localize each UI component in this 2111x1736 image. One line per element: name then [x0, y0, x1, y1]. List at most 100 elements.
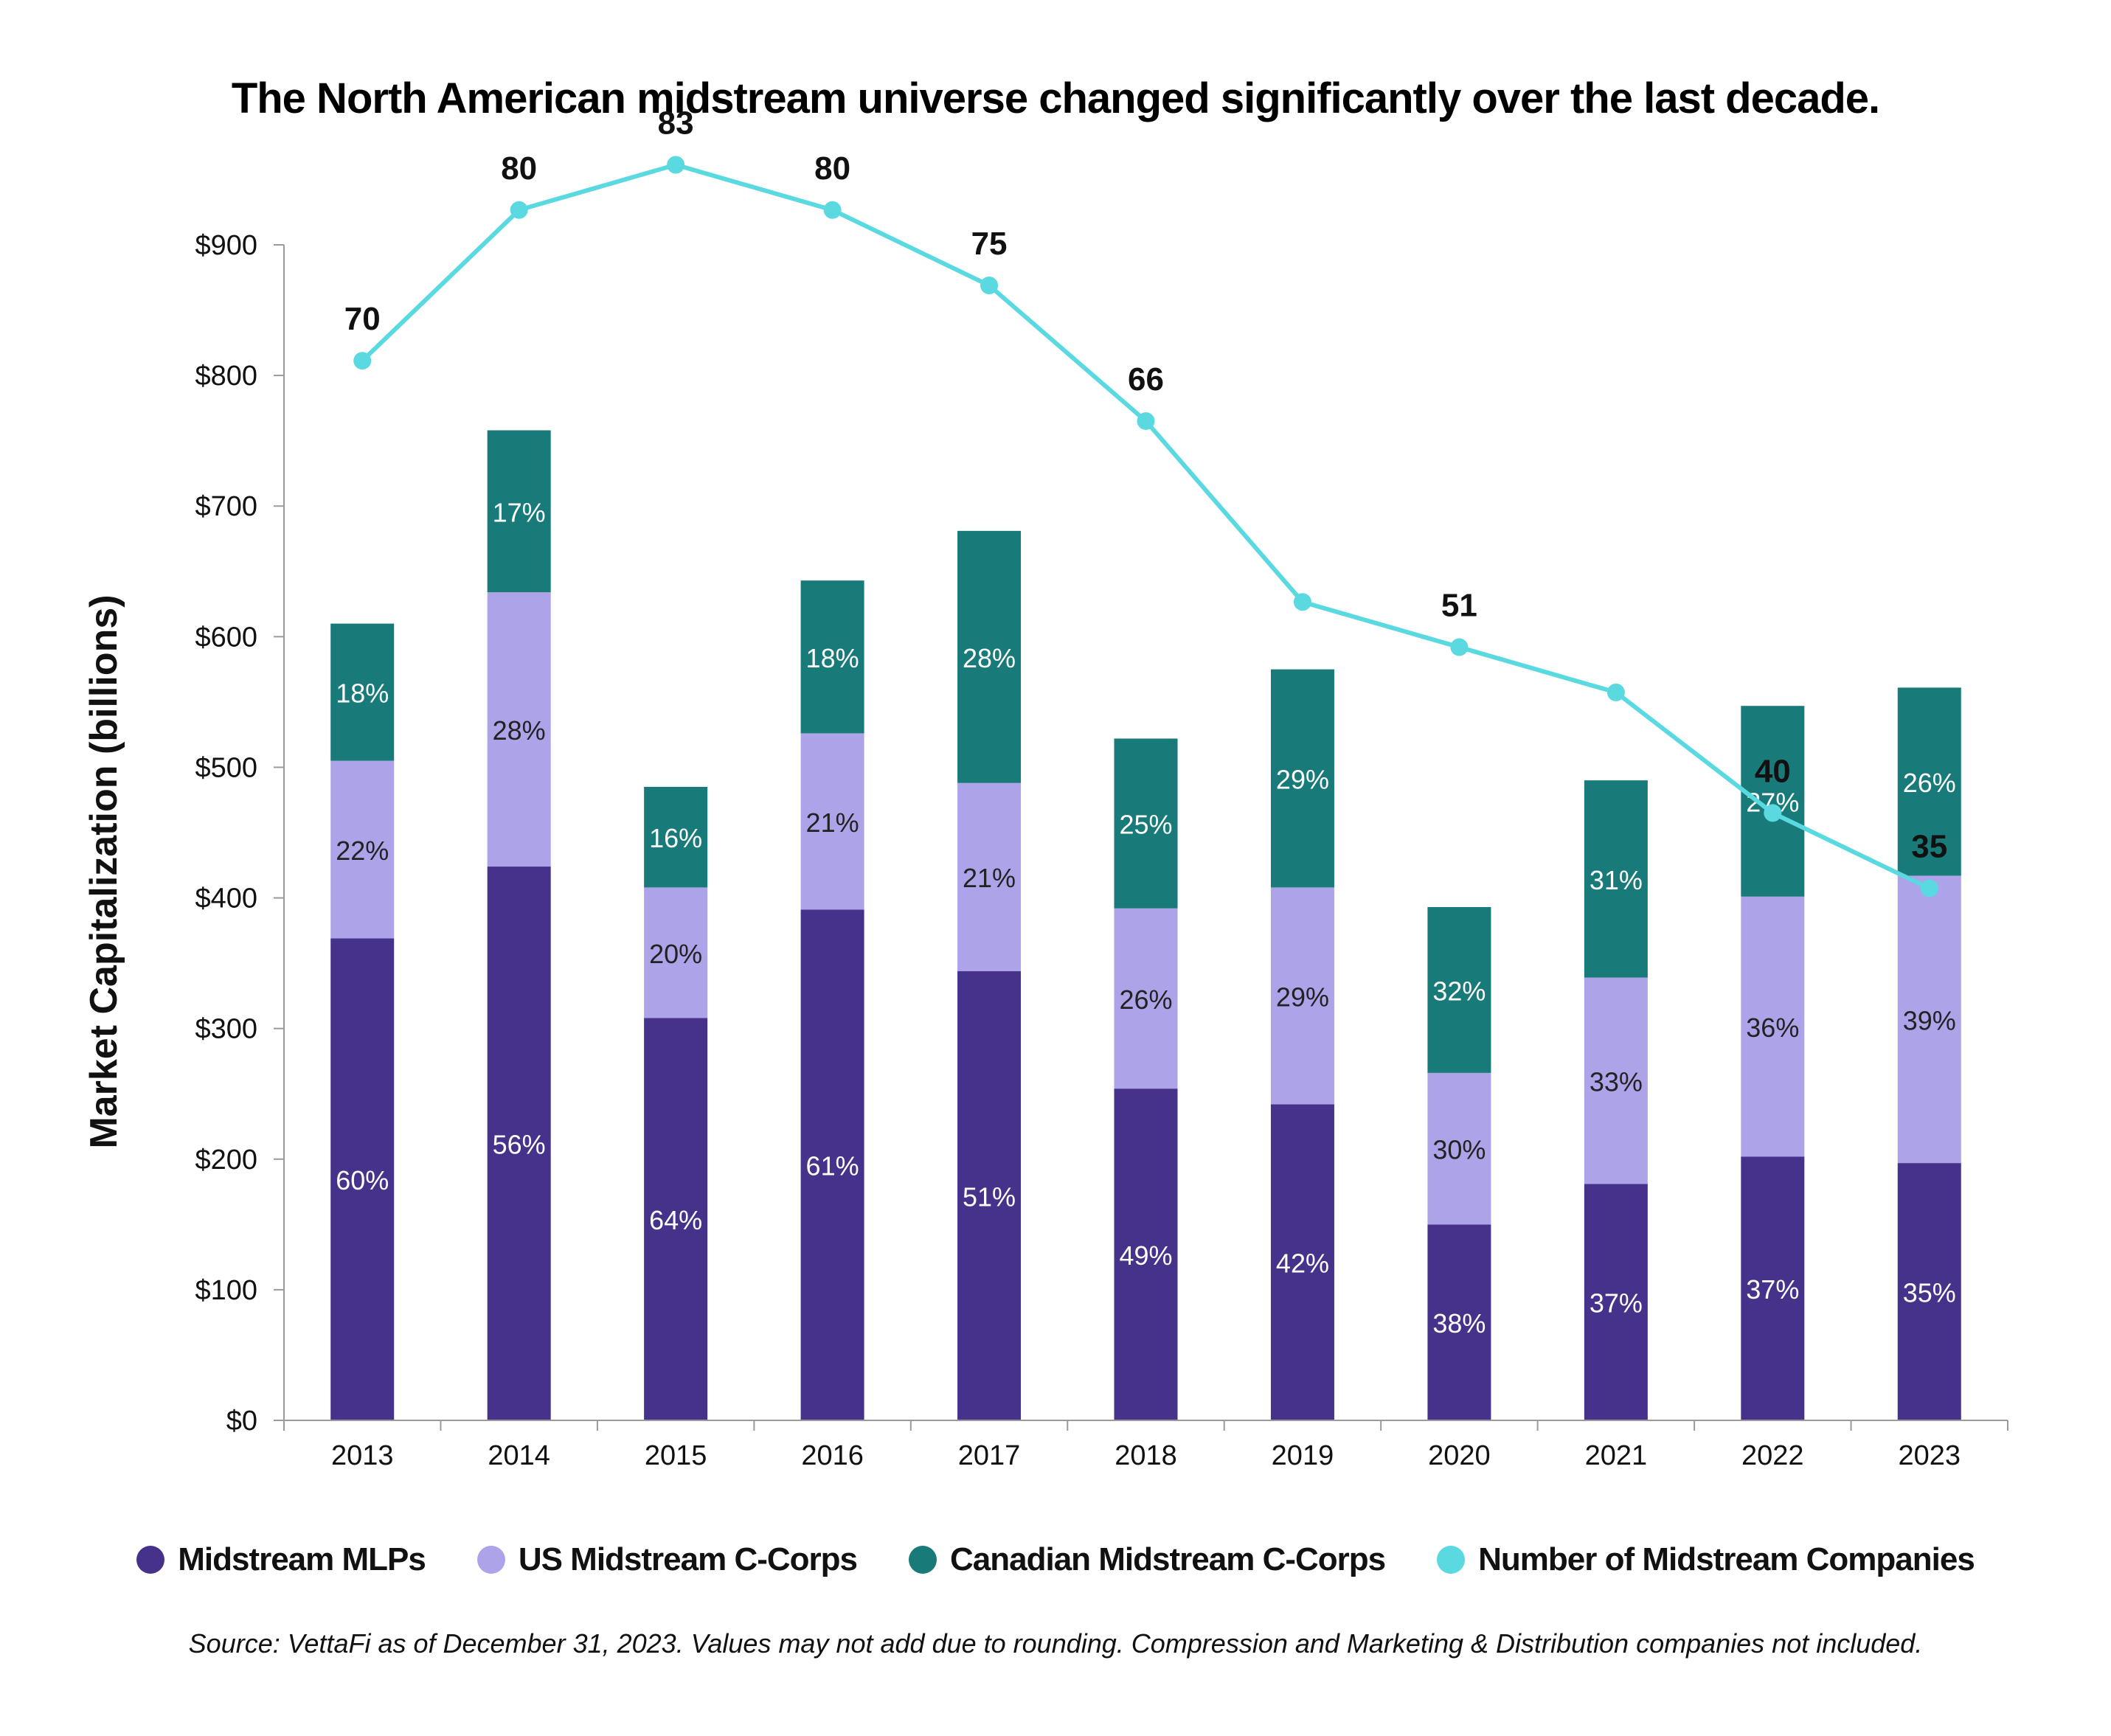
bar-segment-label: 25%: [1119, 810, 1172, 840]
y-axis: $0 $100 $200 $300 $400 $500 $600 $700 $800 $900: [195, 230, 285, 1437]
bar-segment: [487, 867, 551, 1420]
bar-segment: [644, 787, 708, 888]
bar-segment: [1584, 1184, 1648, 1420]
legend-item-us-ccorps: US Midstream C-Corps: [476, 1541, 858, 1578]
bar-segment: [487, 592, 551, 867]
company-count-label: 70: [344, 301, 381, 337]
bar-segment-label: 26%: [1119, 985, 1172, 1015]
x-tick-label: 2014: [488, 1440, 550, 1471]
company-count-point: [667, 156, 685, 174]
bar-segment: [1584, 780, 1648, 978]
x-tick-label: 2023: [1898, 1440, 1961, 1471]
bar-segment-label: 42%: [1276, 1249, 1329, 1279]
bar-segment-label: 22%: [336, 836, 389, 866]
legend-swatch-canadian-ccorps: [909, 1546, 937, 1574]
legend: Midstream MLPs US Midstream C-Corps Cana…: [0, 1541, 2111, 1578]
x-tick-label: 2021: [1585, 1440, 1648, 1471]
company-count-point: [353, 352, 372, 370]
company-count-label: 35: [1911, 829, 1947, 865]
bar-segment-label: 26%: [1903, 768, 1956, 798]
bar-segment-label: 33%: [1590, 1067, 1643, 1097]
company-count-point: [1920, 879, 1938, 897]
bar-segment: [1427, 1224, 1491, 1420]
legend-item-mlps: Midstream MLPs: [136, 1541, 426, 1578]
bar-segment: [1897, 687, 1961, 876]
x-tick-label: 2022: [1741, 1440, 1804, 1471]
company-count-label: 51: [1441, 588, 1477, 624]
company-count-label: 40: [1755, 753, 1791, 789]
bar-segment-label: 36%: [1746, 1013, 1799, 1043]
bar-segment: [1270, 887, 1334, 1105]
company-count-label: 75: [971, 226, 1008, 262]
company-count-point: [1137, 412, 1155, 430]
bar-segment-label: 32%: [1432, 976, 1486, 1006]
bar-segment: [1741, 896, 1805, 1157]
bar-segment-label: 60%: [336, 1165, 389, 1195]
company-count-point: [823, 201, 842, 219]
y-tick-label: $800: [195, 361, 257, 392]
y-tick-label: $500: [195, 752, 257, 783]
legend-label-mlps: Midstream MLPs: [178, 1541, 426, 1577]
x-tick-label: 2019: [1272, 1440, 1334, 1471]
y-tick-label: $300: [195, 1014, 257, 1045]
bar-segment-label: 29%: [1276, 764, 1329, 794]
bar-segment-label: 18%: [336, 678, 389, 709]
bar-segment-label: 30%: [1432, 1135, 1486, 1165]
bar-segment: [1114, 908, 1178, 1089]
bar-segment: [957, 971, 1022, 1420]
bar-segment: [1741, 706, 1805, 897]
x-tick-label: 2020: [1428, 1440, 1491, 1471]
company-count-label: 54: [1284, 542, 1320, 578]
y-tick-label: $700: [195, 491, 257, 522]
bar-segment-label: 29%: [1276, 982, 1329, 1012]
company-count-label: 80: [501, 150, 537, 187]
bar-segment: [1584, 977, 1648, 1184]
legend-label-company-count: Number of Midstream Companies: [1478, 1541, 1975, 1577]
x-tick-label: 2013: [331, 1440, 394, 1471]
bar-segment: [1270, 1104, 1334, 1420]
legend-label-canadian-ccorps: Canadian Midstream C-Corps: [950, 1541, 1386, 1577]
y-axis-title: Market Capitalization (billions): [83, 594, 125, 1148]
bar-segment: [800, 909, 864, 1420]
bar-segment-label: 35%: [1903, 1278, 1956, 1308]
company-count-label: 48: [1598, 633, 1634, 669]
bar-segment: [800, 580, 864, 734]
bar-segment-label: 31%: [1590, 865, 1643, 895]
bar-segment: [330, 623, 395, 761]
bar-segment-label: 21%: [806, 808, 859, 838]
legend-swatch-us-ccorps: [476, 1546, 505, 1574]
bar-segment: [330, 938, 395, 1420]
company-count-point: [1606, 683, 1625, 701]
bar-segment: [1427, 906, 1491, 1073]
x-tick-label: 2018: [1115, 1440, 1177, 1471]
bar-segment: [1270, 669, 1334, 888]
bar-segment: [1741, 1156, 1805, 1420]
bar-segment-label: 17%: [493, 497, 546, 527]
bar-segment-label: 51%: [963, 1181, 1016, 1212]
legend-item-company-count: Number of Midstream Companies: [1437, 1541, 1975, 1578]
bar-segment-label: 64%: [649, 1205, 702, 1235]
x-tick-label: 2015: [645, 1440, 707, 1471]
chart-title: The North American midstream universe ch…: [231, 74, 1880, 122]
company-count-point: [980, 277, 999, 294]
company-count-point: [1293, 593, 1311, 611]
bar-segment: [957, 782, 1022, 971]
bars-layer: 60% 22% 18% 56% 28% 17% 64% 20% 16% 61% 21% 18% 51% 2…: [330, 430, 1961, 1420]
legend-item-canadian-ccorps: Canadian Midstream C-Corps: [909, 1541, 1386, 1578]
bar-segment: [1897, 1163, 1961, 1420]
bar-segment: [1114, 738, 1178, 909]
bar-segment-label: 61%: [806, 1151, 859, 1181]
y-tick-label: $900: [195, 230, 257, 261]
bar-segment: [1427, 1072, 1491, 1225]
bar-segment: [487, 430, 551, 593]
company-count-line-layer: 70 80 83 80 75 66 54 51 48 40 35: [344, 105, 1947, 897]
bar-segment-label: 37%: [1590, 1288, 1643, 1319]
source-note: Source: VettaFi as of December 31, 2023.…: [188, 1628, 1923, 1659]
bar-segment: [644, 887, 708, 1018]
company-count-point: [1764, 804, 1782, 822]
x-tick-label: 2016: [801, 1440, 864, 1471]
legend-swatch-company-count: [1437, 1546, 1466, 1574]
company-count-label: 66: [1128, 361, 1164, 397]
bar-segment-label: 39%: [1903, 1005, 1956, 1035]
x-axis: 2013 2014 2015 2016 2017 2018 2019 2020 2021 2022…: [283, 1420, 2008, 1471]
